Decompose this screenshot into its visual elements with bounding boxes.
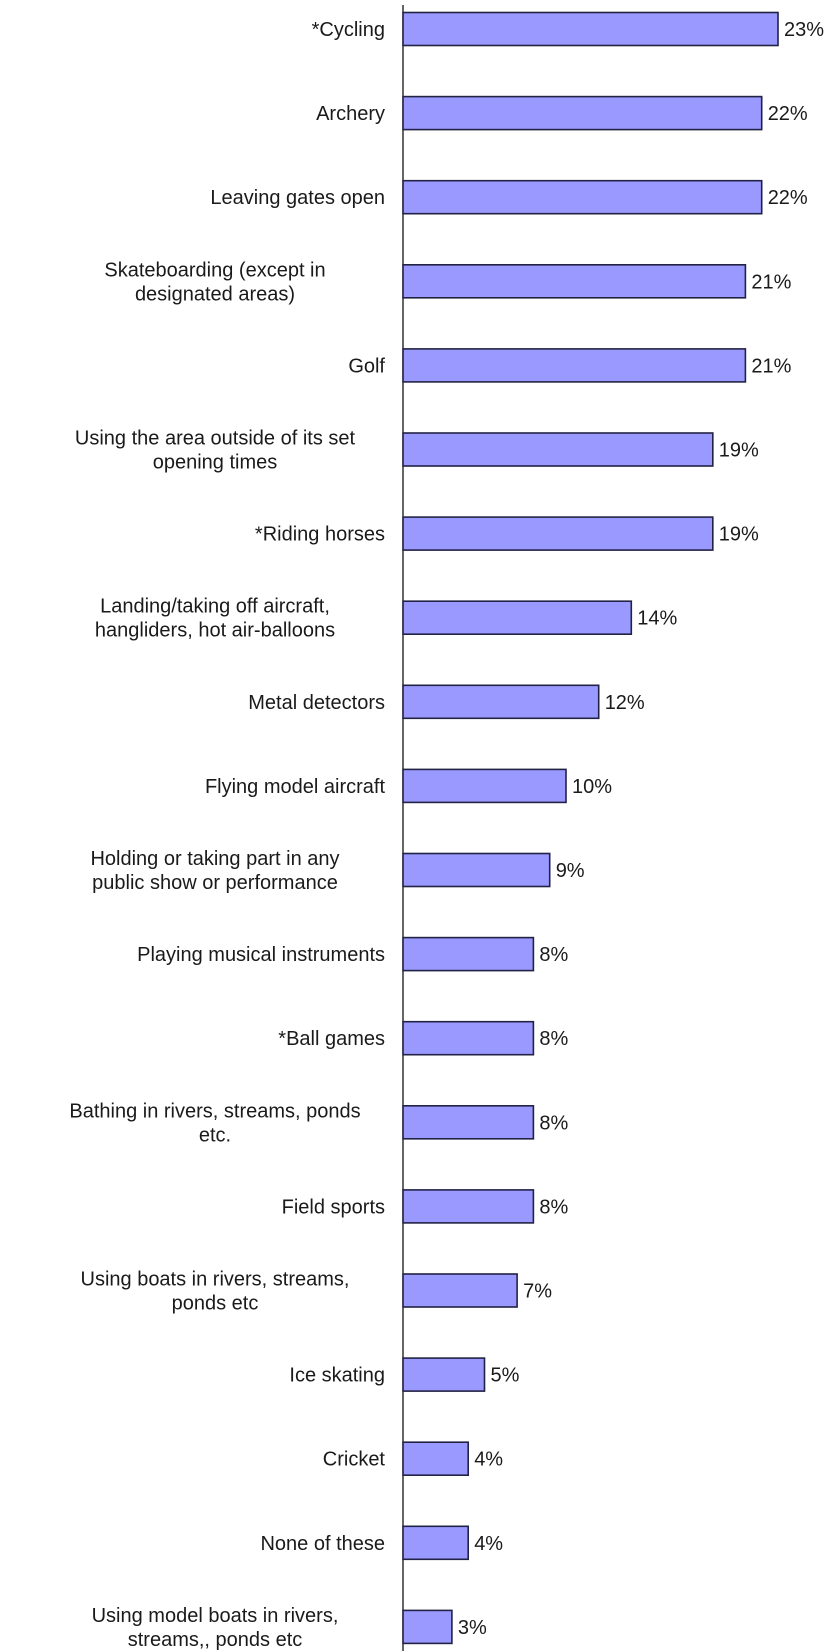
- value-label-12: 8%: [539, 944, 568, 966]
- category-label-18: Cricket: [323, 1449, 386, 1471]
- bar-8: [402, 600, 633, 636]
- value-label-4: 21%: [751, 271, 791, 293]
- category-label-4-line-1: Skateboarding (except in: [104, 259, 325, 281]
- bar-4: [402, 263, 747, 299]
- value-label-18: 4%: [474, 1449, 503, 1471]
- value-label-10: 10%: [572, 776, 612, 798]
- category-label-16-line-1: Using boats in rivers, streams,: [81, 1269, 350, 1291]
- category-label-6-line-2: opening times: [153, 452, 278, 474]
- value-label-13: 8%: [539, 1028, 568, 1050]
- bar-15: [402, 1189, 535, 1224]
- bar-12: [402, 936, 535, 972]
- bar-11: [402, 852, 551, 888]
- value-label-7: 19%: [719, 524, 759, 546]
- category-label-15: Field sports: [282, 1196, 385, 1218]
- value-label-20: 3%: [458, 1617, 487, 1639]
- value-label-3: 22%: [768, 187, 808, 209]
- category-label-4-line-2: designated areas): [135, 283, 295, 305]
- category-label-6-line-1: Using the area outside of its set: [75, 428, 356, 450]
- value-label-16: 7%: [523, 1281, 552, 1303]
- category-label-20-line-2: streams,, ponds etc: [128, 1629, 303, 1651]
- category-label-3: Leaving gates open: [210, 187, 385, 209]
- bars-layer: [402, 11, 779, 1645]
- category-label-1: *Cycling: [312, 19, 385, 41]
- category-label-5: Golf: [348, 355, 385, 377]
- category-label-8-line-2: hangliders, hot air-balloons: [95, 620, 335, 642]
- value-label-15: 8%: [539, 1196, 568, 1218]
- bar-18: [402, 1441, 469, 1476]
- value-label-17: 5%: [491, 1365, 520, 1387]
- category-label-9: Metal detectors: [248, 692, 385, 714]
- value-label-8: 14%: [637, 608, 677, 630]
- value-label-5: 21%: [751, 355, 791, 377]
- category-label-16-line-2: ponds etc: [172, 1293, 259, 1315]
- bar-10: [402, 768, 567, 804]
- category-label-11-line-2: public show or performance: [92, 872, 338, 894]
- value-label-2: 22%: [768, 103, 808, 125]
- category-label-20-line-1: Using model boats in rivers,: [92, 1605, 339, 1627]
- value-label-9: 12%: [605, 692, 645, 714]
- category-label-8-line-1: Landing/taking off aircraft,: [100, 596, 330, 618]
- value-label-6: 19%: [719, 440, 759, 462]
- category-label-12: Playing musical instruments: [137, 944, 385, 966]
- category-label-7: *Riding horses: [255, 524, 385, 546]
- bar-5: [402, 348, 747, 383]
- category-label-11-line-1: Holding or taking part in any: [90, 848, 339, 870]
- bar-19: [402, 1525, 469, 1561]
- labels-layer: 23% *Cycling 22% Archery 22% Leaving gates op…: [69, 19, 824, 1651]
- bar-2: [402, 95, 763, 131]
- category-label-2: Archery: [316, 103, 385, 125]
- category-label-14-line-1: Bathing in rivers, streams, ponds: [69, 1100, 360, 1122]
- bar-14: [402, 1105, 535, 1140]
- bar-16: [402, 1273, 518, 1308]
- value-label-19: 4%: [474, 1533, 503, 1555]
- category-label-19: None of these: [260, 1533, 385, 1555]
- category-label-10: Flying model aircraft: [205, 776, 386, 798]
- category-label-17: Ice skating: [289, 1365, 385, 1387]
- bar-3: [402, 179, 763, 215]
- bar-17: [402, 1357, 486, 1392]
- value-label-1: 23%: [784, 19, 824, 41]
- bar-13: [402, 1020, 535, 1056]
- bar-20: [402, 1609, 453, 1645]
- category-label-14-line-2: etc.: [199, 1124, 231, 1146]
- bar-9: [402, 684, 600, 720]
- value-label-11: 9%: [556, 860, 585, 882]
- category-label-13: *Ball games: [278, 1028, 385, 1050]
- bar-1: [402, 11, 779, 47]
- value-label-14: 8%: [539, 1112, 568, 1134]
- bar-6: [402, 432, 714, 467]
- bar-7: [402, 516, 714, 551]
